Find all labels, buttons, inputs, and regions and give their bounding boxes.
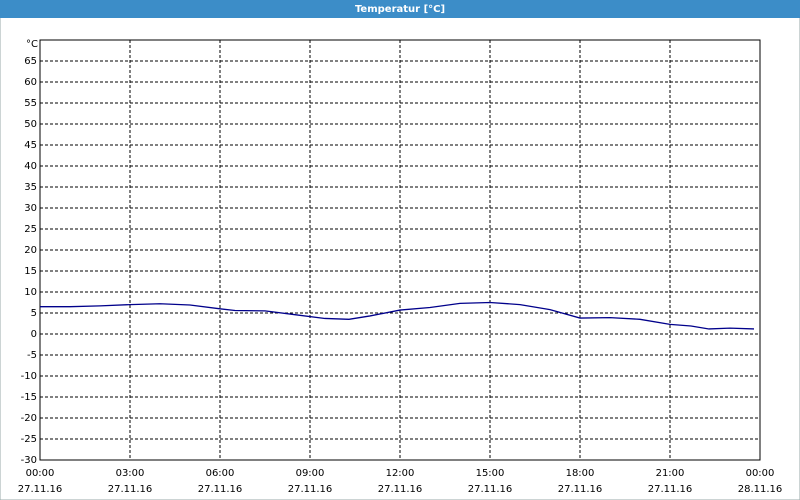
y-unit: °C bbox=[26, 39, 38, 50]
y-tick-label: 0 bbox=[31, 329, 37, 340]
x-tick-label: 03:00 bbox=[116, 468, 145, 479]
x-tick-date: 27.11.16 bbox=[378, 484, 423, 495]
y-tick-label: 15 bbox=[24, 266, 37, 277]
y-tick-label: 60 bbox=[24, 77, 37, 88]
x-tick-date: 27.11.16 bbox=[558, 484, 603, 495]
x-tick-date: 27.11.16 bbox=[468, 484, 513, 495]
x-tick-date: 27.11.16 bbox=[288, 484, 333, 495]
x-tick-label: 00:00 bbox=[26, 468, 55, 479]
chart-title: Temperatur [°C] bbox=[355, 4, 445, 15]
y-tick-label: 65 bbox=[24, 56, 37, 67]
x-tick-label: 18:00 bbox=[566, 468, 595, 479]
y-tick-label: 20 bbox=[24, 245, 37, 256]
y-tick-label: -15 bbox=[21, 392, 37, 403]
x-tick-label: 21:00 bbox=[656, 468, 685, 479]
x-tick-label: 09:00 bbox=[296, 468, 325, 479]
y-tick-label: -10 bbox=[21, 371, 37, 382]
y-tick-label: -30 bbox=[21, 455, 37, 466]
x-tick-date: 27.11.16 bbox=[108, 484, 153, 495]
y-tick-label: 50 bbox=[24, 119, 37, 130]
y-tick-label: 30 bbox=[24, 203, 37, 214]
x-tick-date: 28.11.16 bbox=[738, 484, 783, 495]
x-tick-date: 27.11.16 bbox=[648, 484, 693, 495]
title-bar bbox=[0, 0, 800, 18]
y-tick-label: -20 bbox=[21, 413, 37, 424]
x-tick-date: 27.11.16 bbox=[18, 484, 63, 495]
x-tick-label: 00:00 bbox=[746, 468, 775, 479]
y-tick-label: 55 bbox=[24, 98, 37, 109]
y-tick-label: 45 bbox=[24, 140, 37, 151]
x-tick-date: 27.11.16 bbox=[198, 484, 243, 495]
y-tick-label: 5 bbox=[31, 308, 37, 319]
y-tick-label: -25 bbox=[21, 434, 37, 445]
x-tick-label: 15:00 bbox=[476, 468, 505, 479]
line bbox=[40, 301, 755, 330]
x-tick-label: 06:00 bbox=[206, 468, 235, 479]
y-tick-label: 10 bbox=[24, 287, 37, 298]
y-tick-label: -5 bbox=[27, 350, 37, 361]
y-tick-label: 35 bbox=[24, 182, 37, 193]
y-tick-label: 40 bbox=[24, 161, 37, 172]
y-tick-label: 25 bbox=[24, 224, 37, 235]
x-tick-label: 12:00 bbox=[386, 468, 415, 479]
